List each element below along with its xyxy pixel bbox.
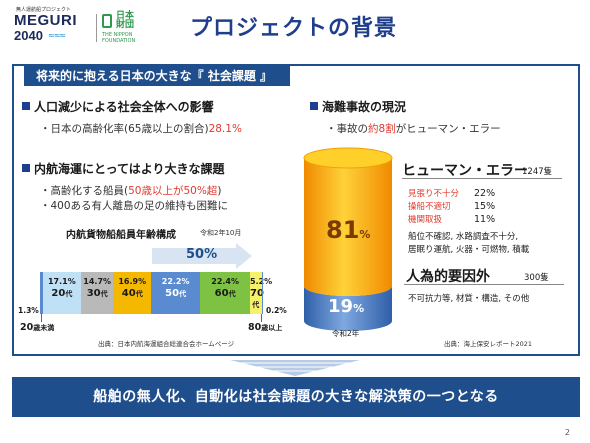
- wave-icon: ≈≈≈: [48, 31, 66, 40]
- age-bar-segment: 22.2% 50代: [151, 272, 201, 314]
- under-20-value-label: 1.3%: [18, 306, 39, 315]
- square-bullet-icon: [22, 164, 30, 172]
- age-bar-category-label: 50代: [165, 288, 187, 299]
- other-cause-count: 300隻: [524, 273, 549, 283]
- section-shipping-title: 内航海運にとってはより大きな課題: [22, 160, 225, 177]
- meguri-logo: 無人運航船プロジェクト MEGURI 2040 ≈≈≈ 日本財団 THE NIP…: [14, 6, 154, 48]
- panel-header: 将来的に抱える日本の大きな『 社会課題 』: [24, 66, 290, 86]
- foundation-en-text: THE NIPPON FOUNDATION: [102, 32, 136, 44]
- age-bar-segment: 22.4% 60代: [200, 272, 250, 314]
- age-bar-category-label: 60代: [214, 288, 236, 299]
- age-bar-value-label: 5.2%: [250, 276, 272, 287]
- tick-over-80: [261, 314, 262, 322]
- other-cause-note: 不可抗力等, 材質・構造, その他: [408, 294, 530, 304]
- accident-year: 令和2年: [332, 329, 360, 338]
- cylinder-top: [303, 147, 393, 169]
- square-bullet-icon: [310, 102, 318, 110]
- under-20-category-label: 20歳未満: [20, 322, 55, 333]
- other-cause-underline: [404, 284, 564, 285]
- age-chart-date: 令和2年10月: [200, 229, 242, 237]
- age-bar-segment: 17.1% 20代: [42, 272, 81, 314]
- age-bar-value-label: 14.7%: [83, 277, 112, 286]
- island-bullet: ・400ある有人離島の足の維持も困難に: [40, 200, 229, 212]
- human-error-title: ヒューマン・エラー: [402, 163, 528, 179]
- square-bullet-icon: [22, 102, 30, 110]
- page-title: プロジェクトの背景: [190, 16, 398, 41]
- accident-cylinder: [303, 147, 393, 331]
- other-cause-title: 人為的要因外: [406, 269, 490, 285]
- age-bar-segment: 16.9% 40代: [113, 272, 151, 314]
- age-bar-segment: [40, 272, 43, 314]
- over-80-value-label: 0.2%: [266, 306, 287, 315]
- human-error-count: 1247隻: [522, 167, 553, 177]
- human-error-percent: 81%: [326, 216, 371, 244]
- aging-crew-bullet: ・高齢化する船員(50歳以上が50%超): [40, 185, 222, 197]
- over-80-category-label: 80歳以上: [248, 322, 283, 333]
- age-bar-value-label: 16.9%: [118, 277, 147, 286]
- section-population-title: 人口減少による社会全体への影響: [22, 98, 214, 115]
- age-chart-source: 出典：日本内航海運組合総連合会ホームページ: [98, 340, 235, 348]
- aging-rate-value: 28.1%: [208, 123, 242, 135]
- age-bar-value-label: 17.1%: [47, 277, 76, 286]
- page-number: 2: [564, 428, 570, 437]
- aging-rate-bullet: ・日本の高齢化率(65歳以上の割合)28.1%: [40, 123, 242, 135]
- nippon-foundation-icon: [102, 14, 112, 28]
- cause-item-engine: 機関取扱 11%: [408, 214, 496, 225]
- logo-meguri-text: MEGURI: [14, 12, 77, 29]
- down-arrow-icon: [230, 360, 360, 376]
- logo-divider: [96, 14, 97, 42]
- cylinder-orange-segment: [304, 158, 392, 296]
- logo-2040-text: 2040: [14, 28, 43, 43]
- conclusion-banner: 船舶の無人化、自動化は社会課題の大きな解決策の一つとなる: [12, 377, 580, 417]
- age-bar-category-label: 20代: [51, 288, 73, 299]
- age-bar-category-label: 40代: [121, 288, 143, 299]
- age-bar-value-label: 22.4%: [211, 277, 240, 286]
- cylinder-blue-segment: [304, 286, 392, 331]
- age-chart-title: 内航貨物船船員年齢構成: [66, 230, 176, 241]
- accident-source: 出典：海上保安レポート2021: [444, 340, 533, 348]
- cause-item-maneuver: 操船不適切 15%: [408, 201, 496, 212]
- section-accident-title: 海難事故の現況: [310, 98, 406, 115]
- age-bar-category-label: 30代: [86, 288, 108, 299]
- cause-item-lookout: 見張り不十分 22%: [408, 188, 496, 199]
- age-bar-segment: 14.7% 30代: [80, 272, 114, 314]
- fifty-percent-arrow: [152, 243, 252, 269]
- age-bar-category-label: 70代: [250, 288, 264, 309]
- accident-bullet: ・事故の約8割がヒューマン・エラー: [326, 123, 501, 135]
- fifty-percent-label: 50%: [186, 247, 218, 262]
- age-bar-value-label: 22.2%: [161, 277, 190, 286]
- human-error-note-2: 居眠り運航, 火器・可燃物, 積載: [408, 245, 530, 255]
- human-error-note-1: 船位不確認, 水路調査不十分,: [408, 232, 519, 242]
- logo-project-text: 無人運航船プロジェクト: [16, 7, 72, 13]
- foundation-jp-text: 日本財団: [116, 11, 135, 30]
- other-percent: 19%: [328, 296, 365, 317]
- age-bar-segment: 5.2%70代: [250, 272, 272, 314]
- tick-under-20: [41, 314, 42, 322]
- human-error-underline: [402, 178, 562, 179]
- main-panel: 将来的に抱える日本の大きな『 社会課題 』 人口減少による社会全体への影響 ・日…: [12, 64, 580, 356]
